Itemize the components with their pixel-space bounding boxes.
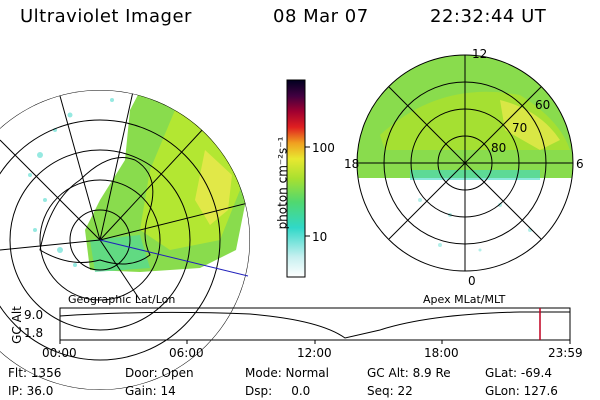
mlat-label-70: 70 <box>512 121 528 135</box>
status-ip: IP: 36.0 <box>8 384 54 398</box>
mlt-label-bottom: 0 <box>468 274 476 288</box>
mlat-label-80: 80 <box>491 141 507 155</box>
status-dsp: Dsp: 0.0 <box>245 384 311 398</box>
status-flt: Flt: 1356 <box>8 366 62 380</box>
mlt-label-right: 6 <box>576 157 584 171</box>
coastline <box>39 157 154 265</box>
altitude-ylabel: GC Alt <box>9 306 24 344</box>
geographic-panel-label: Geographic Lat/Lon <box>68 293 176 306</box>
instrument-title: Ultraviolet Imager <box>20 6 192 27</box>
colorbar-unit-label: photon cm⁻²s⁻¹ <box>275 136 290 230</box>
status-mode: Mode: Normal <box>245 366 329 380</box>
altitude-plot <box>59 307 571 344</box>
colorbar <box>286 79 306 278</box>
altitude-ytick-high: 9.0 <box>24 308 44 322</box>
time-text: 22:32:44 UT <box>430 6 547 27</box>
altitude-curve <box>59 311 570 339</box>
mlt-label-top: 12 <box>472 47 488 61</box>
status-door: Door: Open <box>125 366 194 380</box>
xtick-0000: 00:00 <box>42 346 77 360</box>
status-gc-alt: GC Alt: 8.9 Re <box>367 366 451 380</box>
xtick-0600: 06:00 <box>169 346 204 360</box>
xtick-1800: 18:00 <box>424 346 459 360</box>
xtick-2359: 23:59 <box>548 346 583 360</box>
status-glon: GLon: 127.6 <box>485 384 558 398</box>
altitude-ytick-low: 1.8 <box>24 326 44 340</box>
apex-panel-label: Apex MLat/MLT <box>423 293 506 306</box>
status-glat: GLat: -69.4 <box>485 366 552 380</box>
mlt-map <box>356 54 574 272</box>
colorbar-tick-10: 10 <box>312 230 328 244</box>
xtick-1200: 12:00 <box>297 346 332 360</box>
mlt-label-left: 18 <box>344 157 360 171</box>
mlat-label-60: 60 <box>535 98 551 112</box>
status-seq: Seq: 22 <box>367 384 413 398</box>
track-line <box>99 239 249 277</box>
date-text: 08 Mar 07 <box>273 6 369 27</box>
status-gain: Gain: 14 <box>125 384 176 398</box>
colorbar-tick-100: 100 <box>312 141 335 155</box>
